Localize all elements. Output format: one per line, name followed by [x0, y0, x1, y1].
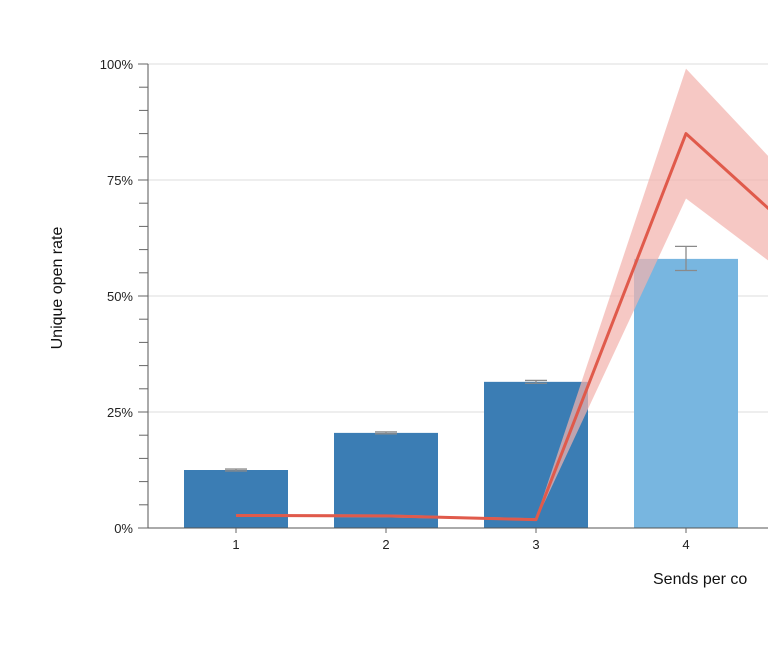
y-axis-label: Unique open rate	[49, 227, 66, 350]
x-tick-label: 1	[232, 537, 239, 552]
x-tick-label: 3	[532, 537, 539, 552]
bars	[184, 258, 738, 528]
confidence-band-area	[236, 68, 768, 521]
bar-2	[334, 432, 438, 528]
x-axis: 1 2 3 4	[148, 527, 768, 552]
trend-line	[235, 132, 768, 522]
bar-1	[184, 470, 288, 528]
y-tick-label: 75%	[107, 173, 133, 188]
y-axis: 0% 25% 50% 75% 100%	[100, 57, 149, 536]
confidence-band	[236, 68, 768, 521]
error-bar-2	[375, 431, 397, 435]
x-tick-label: 4	[682, 537, 689, 552]
y-tick-label: 0%	[114, 521, 133, 536]
y-tick-label: 25%	[107, 405, 133, 420]
bar-4	[634, 258, 738, 528]
y-tick-label: 50%	[107, 289, 133, 304]
y-tick-label: 100%	[100, 57, 134, 72]
trend-line-path	[235, 132, 768, 522]
error-bar-4	[675, 245, 697, 272]
error-bars	[225, 245, 697, 472]
error-bar-1	[225, 468, 247, 472]
bar-3	[484, 381, 588, 528]
error-bar-3	[525, 379, 547, 384]
x-axis-label: Sends per co	[653, 571, 747, 588]
x-tick-label: 2	[382, 537, 389, 552]
